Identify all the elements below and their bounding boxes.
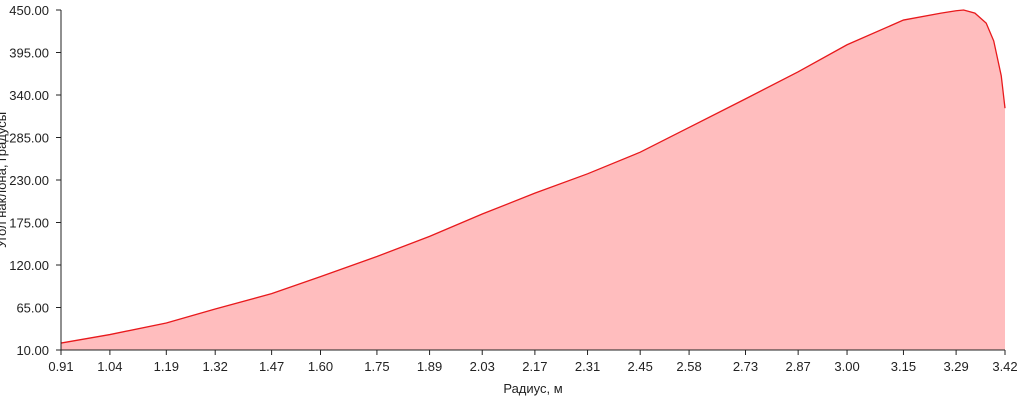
x-axis-title: Радиус, м <box>503 381 562 396</box>
x-tick-label: 1.19 <box>154 359 179 374</box>
x-tick-label: 3.42 <box>992 359 1017 374</box>
x-tick-label: 1.89 <box>417 359 442 374</box>
x-tick-label: 1.04 <box>97 359 122 374</box>
x-tick-label: 3.29 <box>943 359 968 374</box>
plot-area <box>60 9 1006 350</box>
x-tick-label: 2.87 <box>785 359 810 374</box>
y-tick-label: 230.00 <box>9 173 49 188</box>
x-tick-label: 1.75 <box>364 359 389 374</box>
y-tick-label: 65.00 <box>16 301 49 316</box>
x-tick-label: 0.91 <box>48 359 73 374</box>
x-axis: 0.91 1.04 1.19 1.32 1.47 1.60 1.75 1.89 2.03 2.17… <box>48 349 1018 374</box>
y-tick-label: 120.00 <box>9 258 49 273</box>
x-tick-label: 1.47 <box>259 359 284 374</box>
y-axis: 10.00 65.00 120.00 175.00 230.00 285.00 340.00… <box>9 3 62 358</box>
x-tick-label: 2.17 <box>522 359 547 374</box>
y-tick-label: 340.00 <box>9 88 49 103</box>
x-tick-label: 2.73 <box>733 359 758 374</box>
x-tick-label: 1.60 <box>308 359 333 374</box>
x-tick-label: 2.58 <box>676 359 701 374</box>
y-tick-label: 10.00 <box>16 343 49 358</box>
x-tick-label: 2.45 <box>628 359 653 374</box>
y-tick-label: 285.00 <box>9 131 49 146</box>
x-tick-label: 3.15 <box>891 359 916 374</box>
x-tick-label: 1.32 <box>203 359 228 374</box>
y-axis-title: Угол наклона, градусы <box>0 112 9 248</box>
x-tick-label: 2.03 <box>470 359 495 374</box>
x-tick-label: 3.00 <box>834 359 859 374</box>
x-tick-label: 2.31 <box>575 359 600 374</box>
y-tick-label: 175.00 <box>9 216 49 231</box>
y-tick-label: 395.00 <box>9 46 49 61</box>
series-0-area <box>61 10 1005 350</box>
y-tick-label: 450.00 <box>9 3 49 18</box>
series-0-line <box>60 9 1006 344</box>
